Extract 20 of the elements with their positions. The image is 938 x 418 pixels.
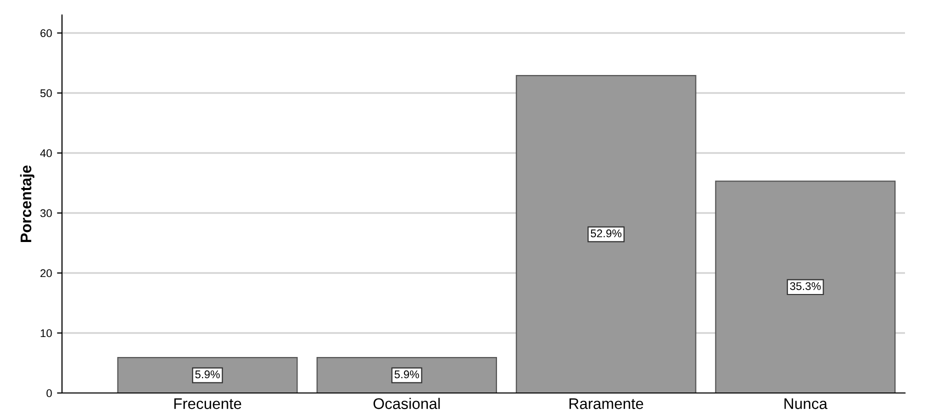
x-tick-label: Ocasional bbox=[374, 398, 440, 410]
y-tick-label: 10 bbox=[40, 329, 52, 338]
data-label: 5.9% bbox=[394, 370, 420, 378]
y-tick-label: 30 bbox=[40, 209, 52, 218]
y-tick-label: 0 bbox=[46, 389, 52, 398]
y-tick-label: 40 bbox=[40, 149, 52, 158]
y-tick-label: 60 bbox=[40, 29, 52, 38]
bar bbox=[516, 75, 696, 393]
bar bbox=[715, 180, 896, 393]
x-tick-label: Nunca bbox=[784, 398, 828, 410]
data-label: 52.9% bbox=[590, 229, 622, 238]
bar bbox=[117, 357, 298, 393]
y-axis-title: Porcentaje bbox=[20, 165, 34, 242]
data-label: 35.3% bbox=[790, 282, 821, 290]
x-tick-label: Frecuente bbox=[174, 398, 242, 410]
y-tick-label: 50 bbox=[40, 89, 52, 98]
bar bbox=[316, 357, 498, 393]
x-tick-label: Raramente bbox=[570, 398, 644, 410]
data-label: 5.9% bbox=[195, 370, 220, 378]
y-tick-label: 20 bbox=[40, 269, 52, 278]
